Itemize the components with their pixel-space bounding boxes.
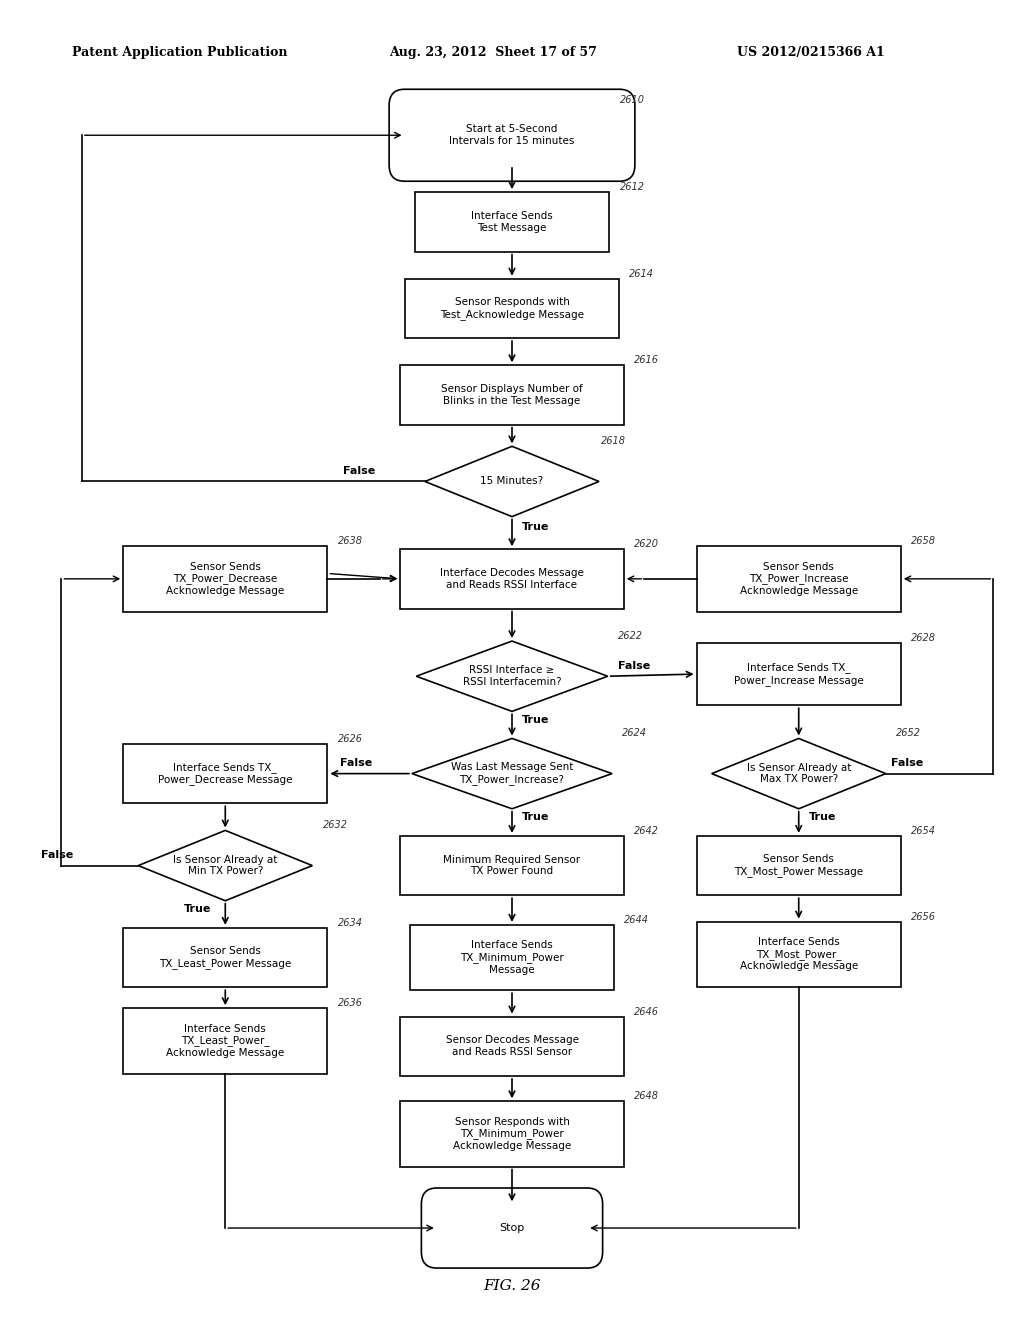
Text: 2616: 2616 <box>634 355 659 366</box>
Text: Stop: Stop <box>500 1224 524 1233</box>
FancyBboxPatch shape <box>422 1188 602 1269</box>
Text: Interface Sends TX_
Power_Decrease Message: Interface Sends TX_ Power_Decrease Messa… <box>158 762 293 785</box>
Text: Is Sensor Already at
Max TX Power?: Is Sensor Already at Max TX Power? <box>746 763 851 784</box>
Text: Sensor Sends
TX_Power_Decrease
Acknowledge Message: Sensor Sends TX_Power_Decrease Acknowled… <box>166 562 285 595</box>
Text: Sensor Displays Number of
Blinks in the Test Message: Sensor Displays Number of Blinks in the … <box>441 384 583 405</box>
Text: Interface Sends TX_
Power_Increase Message: Interface Sends TX_ Power_Increase Messa… <box>734 663 863 686</box>
FancyBboxPatch shape <box>400 836 624 895</box>
Text: Sensor Sends
TX_Most_Power Message: Sensor Sends TX_Most_Power Message <box>734 854 863 876</box>
Text: Minimum Required Sensor
TX Power Found: Minimum Required Sensor TX Power Found <box>443 855 581 876</box>
Text: False: False <box>618 661 650 671</box>
FancyBboxPatch shape <box>404 279 618 338</box>
Text: True: True <box>522 812 550 822</box>
FancyBboxPatch shape <box>123 744 328 804</box>
Text: Start at 5-Second
Intervals for 15 minutes: Start at 5-Second Intervals for 15 minut… <box>450 124 574 147</box>
Text: Was Last Message Sent
TX_Power_Increase?: Was Last Message Sent TX_Power_Increase? <box>451 763 573 785</box>
Polygon shape <box>712 738 886 809</box>
Polygon shape <box>416 642 608 711</box>
Text: 2638: 2638 <box>338 536 362 546</box>
FancyBboxPatch shape <box>389 90 635 181</box>
FancyBboxPatch shape <box>415 191 609 252</box>
Text: False: False <box>343 466 375 477</box>
Text: 2658: 2658 <box>911 536 936 546</box>
Text: Patent Application Publication: Patent Application Publication <box>72 46 287 59</box>
FancyBboxPatch shape <box>410 925 614 990</box>
Text: 2628: 2628 <box>911 632 936 643</box>
FancyBboxPatch shape <box>400 1101 624 1167</box>
Text: Sensor Sends
TX_Least_Power Message: Sensor Sends TX_Least_Power Message <box>159 946 292 969</box>
Text: 2614: 2614 <box>629 268 654 279</box>
Text: True: True <box>522 714 550 725</box>
Text: True: True <box>184 904 212 913</box>
FancyBboxPatch shape <box>696 643 901 705</box>
FancyBboxPatch shape <box>123 1008 328 1073</box>
FancyBboxPatch shape <box>400 1016 624 1076</box>
Text: 2642: 2642 <box>634 826 659 836</box>
Text: 2632: 2632 <box>323 821 347 830</box>
Text: Interface Sends
TX_Least_Power_
Acknowledge Message: Interface Sends TX_Least_Power_ Acknowle… <box>166 1024 285 1057</box>
Text: Interface Decodes Message
and Reads RSSI Interface: Interface Decodes Message and Reads RSSI… <box>440 568 584 590</box>
Text: 2656: 2656 <box>911 912 936 921</box>
Text: Interface Sends
TX_Most_Power_
Acknowledge Message: Interface Sends TX_Most_Power_ Acknowled… <box>739 937 858 972</box>
FancyBboxPatch shape <box>123 546 328 611</box>
Text: 2624: 2624 <box>623 729 647 738</box>
Text: 2620: 2620 <box>634 539 659 549</box>
Text: US 2012/0215366 A1: US 2012/0215366 A1 <box>737 46 885 59</box>
Text: 2652: 2652 <box>896 729 921 738</box>
Text: True: True <box>522 521 550 532</box>
Text: Sensor Decodes Message
and Reads RSSI Sensor: Sensor Decodes Message and Reads RSSI Se… <box>445 1035 579 1057</box>
Text: Sensor Responds with
Test_Acknowledge Message: Sensor Responds with Test_Acknowledge Me… <box>440 297 584 319</box>
FancyBboxPatch shape <box>400 366 624 425</box>
Text: Interface Sends
Test Message: Interface Sends Test Message <box>471 211 553 232</box>
FancyBboxPatch shape <box>123 928 328 987</box>
Text: 2618: 2618 <box>600 437 626 446</box>
Text: 2648: 2648 <box>634 1092 659 1101</box>
Text: 2654: 2654 <box>911 826 936 836</box>
Text: Is Sensor Already at
Min TX Power?: Is Sensor Already at Min TX Power? <box>173 855 278 876</box>
Polygon shape <box>425 446 599 516</box>
FancyBboxPatch shape <box>696 546 901 611</box>
Polygon shape <box>412 738 612 809</box>
FancyBboxPatch shape <box>400 549 624 609</box>
Text: 2610: 2610 <box>620 95 644 106</box>
Polygon shape <box>138 830 312 900</box>
Text: 2646: 2646 <box>634 1007 659 1016</box>
Text: False: False <box>41 850 73 861</box>
Text: 2612: 2612 <box>620 182 644 191</box>
Text: 2644: 2644 <box>625 915 649 925</box>
Text: True: True <box>809 812 837 822</box>
Text: Sensor Responds with
TX_Minimum_Power
Acknowledge Message: Sensor Responds with TX_Minimum_Power Ac… <box>453 1117 571 1151</box>
Text: Sensor Sends
TX_Power_Increase
Acknowledge Message: Sensor Sends TX_Power_Increase Acknowled… <box>739 562 858 595</box>
Text: 15 Minutes?: 15 Minutes? <box>480 477 544 487</box>
Text: 2636: 2636 <box>338 998 362 1008</box>
FancyBboxPatch shape <box>696 921 901 987</box>
Text: 2626: 2626 <box>338 734 362 744</box>
Text: False: False <box>891 758 923 768</box>
Text: False: False <box>340 758 373 768</box>
FancyBboxPatch shape <box>696 836 901 895</box>
Text: Interface Sends
TX_Minimum_Power
Message: Interface Sends TX_Minimum_Power Message <box>460 940 564 974</box>
Text: 2634: 2634 <box>338 917 362 928</box>
Text: Aug. 23, 2012  Sheet 17 of 57: Aug. 23, 2012 Sheet 17 of 57 <box>389 46 597 59</box>
Text: RSSI Interface ≥
RSSI Interfacemin?: RSSI Interface ≥ RSSI Interfacemin? <box>463 665 561 686</box>
Text: FIG. 26: FIG. 26 <box>483 1279 541 1294</box>
Text: 2622: 2622 <box>618 631 643 642</box>
